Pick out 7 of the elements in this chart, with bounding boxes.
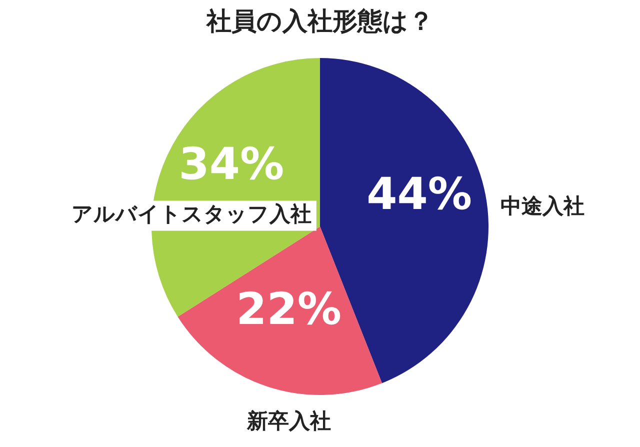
slice-label: アルバイトスタッフ入社 bbox=[71, 202, 312, 226]
chart-title: 社員の入社形態は？ bbox=[206, 6, 434, 36]
data-label: 22% bbox=[236, 284, 342, 336]
data-label: 34% bbox=[178, 139, 284, 190]
data-label: 44% bbox=[366, 168, 472, 220]
slice-label: 新卒入社 bbox=[246, 409, 331, 434]
slice-label: 中途入社 bbox=[500, 194, 584, 218]
